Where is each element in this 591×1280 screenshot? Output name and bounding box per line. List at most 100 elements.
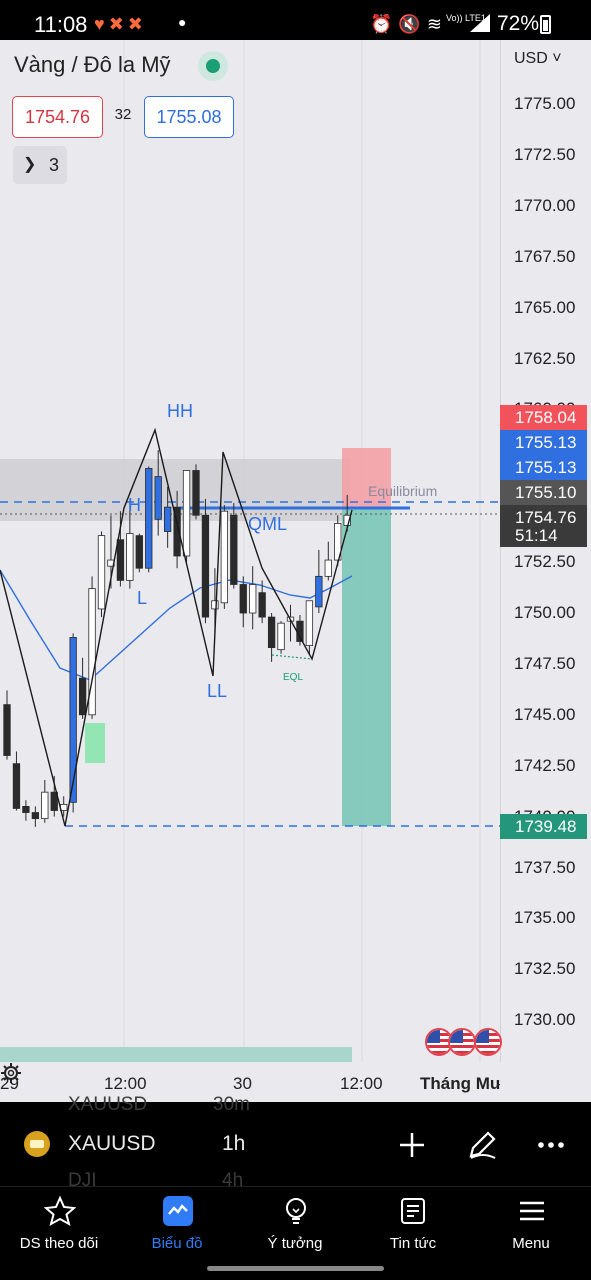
- news-icon: [401, 1198, 425, 1224]
- chart-area[interactable]: 1775.00 1772.50 1770.00 1767.50 1765.00 1762.…: [0, 40, 591, 1102]
- gear-icon[interactable]: [0, 1062, 22, 1084]
- time-axis[interactable]: 29 12:00 30 12:00 Tháng Mười: [0, 1062, 591, 1102]
- draw-pen-icon[interactable]: [465, 1128, 499, 1162]
- price-tick-label: 1735.00: [514, 908, 576, 928]
- stop-loss-zone: [342, 448, 391, 508]
- more-icon[interactable]: [534, 1128, 568, 1162]
- more-notifications-icon: ●: [178, 14, 187, 30]
- currency-selector[interactable]: USD ˅: [514, 50, 562, 67]
- moving-average-line: [0, 569, 353, 681]
- price-tag: 1754.76: [500, 505, 587, 530]
- sell-button[interactable]: 1754.76: [12, 96, 103, 138]
- us-flag-graphic: [450, 1030, 474, 1054]
- nav-menu[interactable]: Menu: [472, 1187, 590, 1267]
- candle-body: [12, 763, 21, 809]
- symbol-toolbar: XAUUSD 30m XAUUSD 1h DJI 4h: [0, 1094, 591, 1191]
- indicators-toggle-button[interactable]: ❯ 3: [13, 146, 67, 184]
- candle-body: [220, 510, 229, 604]
- time-label: 30: [233, 1074, 252, 1093]
- us-flag-graphic: [427, 1030, 451, 1054]
- scroll-ghost-symbol: DJI: [68, 1170, 97, 1191]
- lightbulb-icon: [286, 1198, 306, 1224]
- price-tick-label: 1767.50: [514, 246, 576, 266]
- nav-ideas[interactable]: Ý tưởng: [236, 1187, 354, 1267]
- candle-body: [267, 616, 276, 649]
- candle-body: [239, 584, 247, 614]
- range-bar: [0, 1047, 352, 1063]
- candle-body: [173, 506, 181, 557]
- time-label: 12:00: [104, 1074, 147, 1093]
- nav-news[interactable]: Tin tức: [354, 1187, 472, 1267]
- annotation-equilibrium[interactable]: Equilibrium: [368, 483, 438, 499]
- status-time: 11:08: [34, 12, 88, 37]
- battery-icon: [540, 15, 551, 34]
- price-tick-label: 1762.50: [514, 348, 576, 368]
- candle-body: [324, 559, 332, 577]
- nav-watchlist[interactable]: DS theo dõi: [0, 1187, 118, 1267]
- price-tick-label: 1732.50: [514, 959, 576, 979]
- price-chart-canvas[interactable]: [0, 40, 591, 1102]
- price-tick-label: 1742.50: [514, 755, 576, 775]
- us-flag-icon[interactable]: [448, 1028, 476, 1056]
- annotation-h[interactable]: H: [128, 495, 141, 515]
- price-tag: 1755.13: [500, 455, 587, 480]
- candle-body: [315, 575, 323, 608]
- eql-line: [271, 654, 313, 660]
- notification-icons: ♥✖✖: [94, 14, 147, 34]
- candle-body: [192, 470, 200, 516]
- candle-body: [41, 791, 49, 820]
- chart-icon: [163, 1196, 193, 1226]
- nav-label: Menu: [512, 1235, 550, 1252]
- us-flag-icon[interactable]: [474, 1028, 502, 1056]
- price-axis[interactable]: [500, 40, 591, 1102]
- candle-body: [31, 812, 39, 820]
- market-structure-zigzag: [0, 427, 353, 827]
- bottom-navigation: DS theo dõi Biểu đồ Ý tưởng Tin tức Menu: [0, 1186, 591, 1280]
- candle-body: [145, 468, 153, 569]
- annotation-hh[interactable]: HH: [167, 401, 193, 421]
- demand-zone: [85, 723, 105, 763]
- candle-body: [277, 622, 285, 651]
- symbol-selector[interactable]: XAUUSD: [68, 1132, 156, 1155]
- network-label: Vo)) LTE1: [446, 13, 486, 23]
- interval-selector[interactable]: 1h: [222, 1132, 246, 1155]
- home-indicator[interactable]: [207, 1266, 384, 1271]
- scroll-ghost-interval: 4h: [222, 1170, 244, 1191]
- signal-icon: [470, 14, 490, 32]
- candle-body: [163, 506, 172, 532]
- candle-body: [50, 791, 58, 811]
- annotation-ll[interactable]: LL: [207, 681, 228, 701]
- candle-body: [116, 539, 125, 581]
- candle-body: [97, 535, 106, 610]
- price-tick-label: 1770.00: [514, 195, 576, 215]
- scroll-ghost-interval: 30m: [213, 1094, 250, 1115]
- star-icon: [44, 1195, 76, 1227]
- nav-chart[interactable]: Biểu đồ: [118, 1187, 236, 1267]
- indicator-count: 3: [49, 155, 60, 175]
- annotation-l[interactable]: L: [137, 588, 148, 608]
- candle-body: [22, 806, 30, 813]
- price-tag: 1755.13: [500, 430, 587, 455]
- nav-label: Biểu đồ: [151, 1235, 203, 1252]
- candle-body: [305, 600, 314, 646]
- price-tag: 51:14: [500, 527, 587, 547]
- menu-icon: [520, 1201, 544, 1221]
- add-icon[interactable]: [395, 1128, 429, 1162]
- alarm-mute-wifi-icons: ⏰🔇≋: [370, 14, 448, 34]
- date-range-button[interactable]: Tháng Mười: [420, 1074, 500, 1093]
- candle-body: [154, 476, 162, 520]
- price-tick-label: 1772.50: [514, 144, 576, 164]
- candle-body: [69, 637, 77, 803]
- nav-label: Tin tức: [389, 1235, 437, 1252]
- candle-body: [3, 704, 11, 756]
- candle-body: [249, 584, 257, 614]
- price-tick-label: 1765.00: [514, 297, 576, 317]
- gold-symbol-icon[interactable]: [24, 1131, 50, 1157]
- price-tag: 1758.04: [500, 405, 587, 430]
- annotation-qml[interactable]: QML: [248, 514, 288, 534]
- annotation-eql[interactable]: EQL: [283, 672, 304, 683]
- nav-label: DS theo dõi: [19, 1235, 99, 1252]
- symbol-title[interactable]: Vàng / Đô la Mỹ: [14, 52, 171, 77]
- buy-button[interactable]: 1755.08: [144, 96, 234, 138]
- candle-body: [258, 592, 266, 618]
